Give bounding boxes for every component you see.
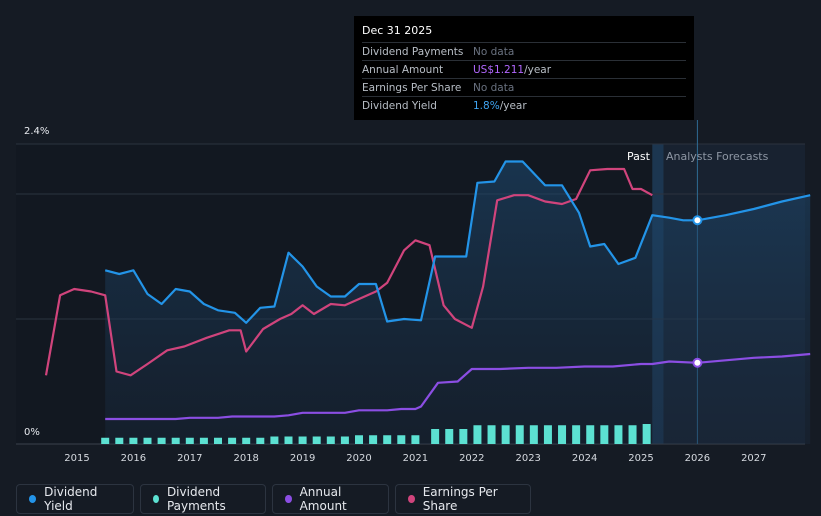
dividend-payment-bar [459, 429, 468, 444]
dividend-payment-bar [284, 436, 293, 444]
legend-label: Dividend Yield [44, 485, 98, 513]
x-tick-label: 2026 [685, 453, 710, 464]
legend-label: Annual Amount [299, 485, 347, 513]
annual-amount-line [105, 352, 811, 421]
dividend-payment-bar [529, 425, 538, 444]
y-axis-max-label: 2.4% [24, 126, 50, 137]
tooltip-row-dividend-payments: Dividend Payments No data [362, 42, 686, 60]
annual-amount-marker [692, 357, 703, 368]
dividend-payment-bar [143, 437, 152, 444]
legend-annual-amount[interactable]: Annual Amount [272, 484, 389, 514]
dividend-payment-bar [397, 435, 406, 444]
tooltip-suffix: /year [524, 63, 552, 76]
dividend-payment-bar [586, 425, 595, 444]
dividend-payment-bar [487, 425, 496, 444]
dividend-payment-bar [129, 437, 138, 444]
legend-dot-icon [285, 495, 292, 503]
legend: Dividend Yield Dividend Payments Annual … [16, 484, 531, 514]
past-label: Past [627, 150, 650, 163]
dividend-payment-bar [543, 425, 552, 444]
dividend-payment-bar [298, 436, 307, 444]
tooltip-label: Annual Amount [362, 63, 444, 76]
dividend-payment-bar [228, 437, 237, 444]
x-tick-label: 2015 [64, 453, 89, 464]
dividend-yield-line [104, 160, 811, 324]
dividend-payment-bar [614, 425, 623, 444]
dividend-payment-bar [473, 425, 482, 444]
dividend-payment-bar [572, 425, 581, 444]
dividend-payment-bar [171, 437, 180, 444]
tooltip-value: No data [473, 45, 515, 58]
dividend-payment-bar [600, 425, 609, 444]
chart: 2015 2016 2017 2018 2019 2020 2021 2022 2023 2024… [16, 120, 811, 464]
x-tick-label: 2027 [741, 453, 766, 464]
tooltip-value: US$1.211 [473, 63, 525, 76]
x-tick-label: 2024 [572, 453, 597, 464]
legend-dot-icon [408, 495, 415, 503]
tooltip-row-annual-amount: Annual Amount US$1.211/year [362, 60, 686, 78]
dividend-payment-bar [355, 435, 363, 444]
legend-dividend-payments[interactable]: Dividend Payments [140, 484, 266, 514]
x-tick-label: 2016 [121, 453, 146, 464]
tooltip-value: No data [473, 81, 515, 94]
tooltip-suffix: /year [499, 99, 527, 112]
legend-earnings-per-share[interactable]: Earnings Per Share [395, 484, 531, 514]
dividend-payment-bar [558, 425, 567, 444]
dividend-payment-bar [101, 437, 110, 444]
tooltip-row-earnings-per-share: Earnings Per Share No data [362, 78, 686, 96]
legend-dividend-yield[interactable]: Dividend Yield [16, 484, 134, 514]
legend-dot-icon [153, 495, 159, 503]
x-tick-label: 2021 [403, 453, 428, 464]
dividend-payment-bar [242, 437, 251, 444]
dividend-payment-bar [369, 435, 378, 444]
x-tick-label: 2017 [177, 453, 202, 464]
dividend-payment-bar [326, 436, 335, 444]
tooltip-label: Earnings Per Share [362, 81, 462, 94]
tooltip-value: 1.8% [473, 99, 500, 112]
legend-label: Dividend Payments [166, 485, 226, 513]
x-tick-label: 2023 [515, 453, 540, 464]
dividend-payment-bar [628, 425, 637, 444]
forecast-label: Analysts Forecasts [666, 150, 769, 163]
y-axis-min-label: 0% [24, 427, 40, 438]
x-tick-label: 2019 [290, 453, 315, 464]
dividend-payment-bar [185, 437, 194, 444]
legend-label: Earnings Per Share [422, 485, 498, 513]
x-tick-label: 2022 [459, 453, 484, 464]
dividend-payment-bar [115, 437, 124, 444]
dividend-payment-bar [214, 437, 222, 444]
tooltip-label: Dividend Payments [362, 45, 464, 58]
dividend-payment-bar [270, 436, 279, 444]
dividend-yield-marker [692, 215, 703, 226]
dividend-payment-bar [501, 425, 510, 444]
dividend-payment-bar [157, 437, 166, 444]
x-tick-label: 2018 [233, 453, 258, 464]
dividend-payment-bar [642, 424, 651, 444]
legend-dot-icon [29, 495, 37, 503]
tooltip-label: Dividend Yield [362, 99, 437, 112]
tooltip-date: Dec 31 2025 [362, 24, 433, 37]
dividend-payment-bar [445, 429, 454, 444]
tooltip-row-dividend-yield: Dividend Yield 1.8%/year [362, 96, 686, 114]
x-tick-label: 2025 [628, 453, 653, 464]
dividend-payment-bar [199, 437, 208, 444]
dividend-yield-area [105, 161, 811, 444]
dividend-payment-bar [312, 436, 321, 444]
dividend-payment-bar [256, 437, 265, 444]
dividend-payment-bar [431, 429, 440, 444]
dividend-payment-bar [515, 425, 524, 444]
dividend-payment-bar [340, 436, 349, 444]
earnings-per-share-line [44, 167, 653, 377]
dividend-payment-bar [411, 435, 420, 444]
dividend-payment-bar [383, 435, 392, 444]
x-tick-label: 2020 [346, 453, 371, 464]
tooltip: Dec 31 2025 Dividend Payments No data An… [354, 16, 694, 120]
